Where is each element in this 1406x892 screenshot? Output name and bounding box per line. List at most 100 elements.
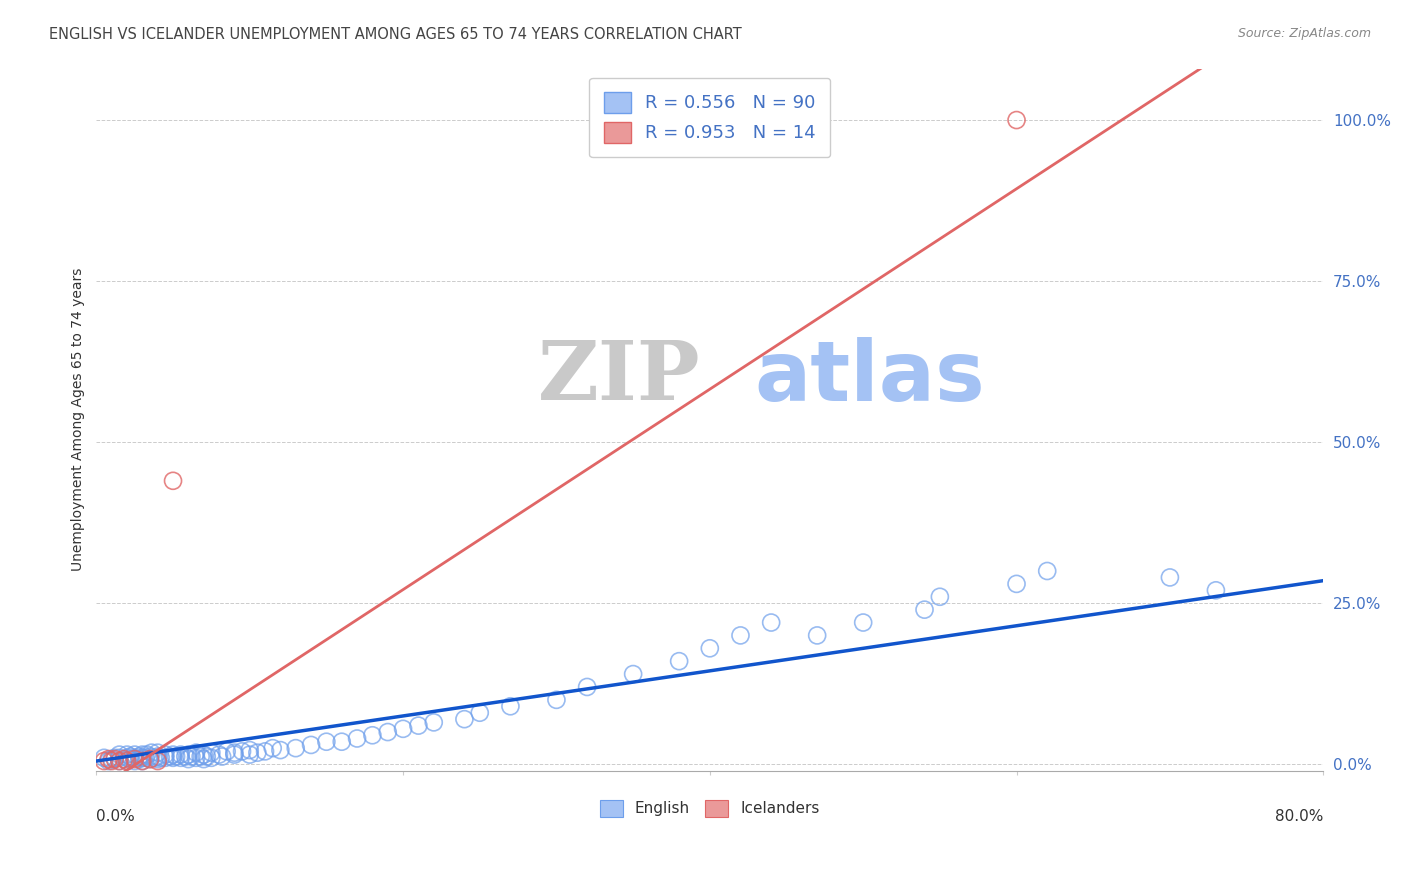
Text: atlas: atlas: [754, 337, 984, 418]
Point: [131, 754, 153, 768]
Point: [377, 725, 399, 739]
Point: [139, 752, 162, 766]
Point: [284, 741, 307, 756]
Point: [115, 747, 138, 762]
Point: [392, 722, 415, 736]
Point: [668, 113, 690, 128]
Point: [115, 754, 138, 768]
Point: [239, 747, 262, 762]
Point: [200, 746, 222, 760]
Point: [759, 615, 782, 630]
Point: [143, 751, 166, 765]
Point: [269, 743, 291, 757]
Point: [193, 747, 215, 762]
Point: [195, 749, 218, 764]
Point: [239, 743, 262, 757]
Point: [914, 602, 936, 616]
Point: [128, 749, 150, 764]
Point: [928, 590, 950, 604]
Point: [224, 746, 246, 760]
Point: [193, 752, 215, 766]
Point: [1036, 564, 1059, 578]
Text: ZIP: ZIP: [538, 337, 700, 417]
Point: [184, 746, 207, 760]
Point: [139, 749, 162, 764]
Point: [115, 754, 138, 768]
Point: [576, 680, 599, 694]
Point: [170, 747, 193, 762]
Point: [190, 749, 212, 764]
Point: [315, 735, 337, 749]
Point: [146, 754, 169, 768]
Point: [108, 751, 131, 765]
Point: [108, 754, 131, 768]
Point: [806, 628, 828, 642]
Point: [146, 746, 169, 760]
Point: [177, 747, 200, 762]
Point: [93, 754, 115, 768]
Point: [184, 751, 207, 765]
Point: [361, 728, 384, 742]
Point: [174, 749, 197, 764]
Point: [546, 693, 568, 707]
Point: [162, 751, 184, 765]
Point: [124, 747, 146, 762]
Point: [1159, 570, 1181, 584]
Point: [254, 744, 277, 758]
Point: [131, 747, 153, 762]
Point: [453, 712, 475, 726]
Point: [141, 746, 163, 760]
Point: [124, 752, 146, 766]
Point: [115, 751, 138, 765]
Point: [134, 751, 156, 765]
Point: [408, 718, 430, 732]
Text: Source: ZipAtlas.com: Source: ZipAtlas.com: [1237, 27, 1371, 40]
Point: [231, 744, 253, 758]
Point: [262, 741, 284, 756]
Point: [668, 654, 690, 668]
Point: [108, 754, 131, 768]
Point: [1205, 583, 1227, 598]
Point: [852, 615, 875, 630]
Point: [108, 747, 131, 762]
Point: [155, 747, 177, 762]
Point: [139, 752, 162, 766]
Point: [730, 628, 752, 642]
Point: [100, 752, 122, 766]
Point: [100, 754, 122, 768]
Text: 80.0%: 80.0%: [1275, 809, 1323, 824]
Point: [128, 752, 150, 766]
Point: [97, 754, 120, 768]
Point: [468, 706, 491, 720]
Point: [131, 754, 153, 768]
Point: [330, 735, 353, 749]
Point: [211, 749, 233, 764]
Point: [146, 749, 169, 764]
Point: [104, 752, 127, 766]
Point: [120, 749, 142, 764]
Point: [155, 751, 177, 765]
Point: [346, 731, 368, 746]
Point: [621, 667, 644, 681]
Text: ENGLISH VS ICELANDER UNEMPLOYMENT AMONG AGES 65 TO 74 YEARS CORRELATION CHART: ENGLISH VS ICELANDER UNEMPLOYMENT AMONG …: [49, 27, 742, 42]
Point: [136, 747, 159, 762]
Point: [177, 752, 200, 766]
Point: [162, 747, 184, 762]
Point: [159, 749, 181, 764]
Text: 0.0%: 0.0%: [97, 809, 135, 824]
Point: [1005, 577, 1028, 591]
Point: [423, 715, 446, 730]
Point: [208, 747, 231, 762]
Point: [146, 752, 169, 766]
Legend: English, Icelanders: English, Icelanders: [593, 794, 825, 822]
Point: [162, 474, 184, 488]
Point: [699, 641, 721, 656]
Point: [180, 749, 202, 764]
Point: [149, 751, 172, 765]
Point: [165, 749, 187, 764]
Point: [499, 699, 522, 714]
Point: [200, 751, 222, 765]
Point: [170, 751, 193, 765]
Point: [104, 751, 127, 765]
Point: [1005, 113, 1028, 128]
